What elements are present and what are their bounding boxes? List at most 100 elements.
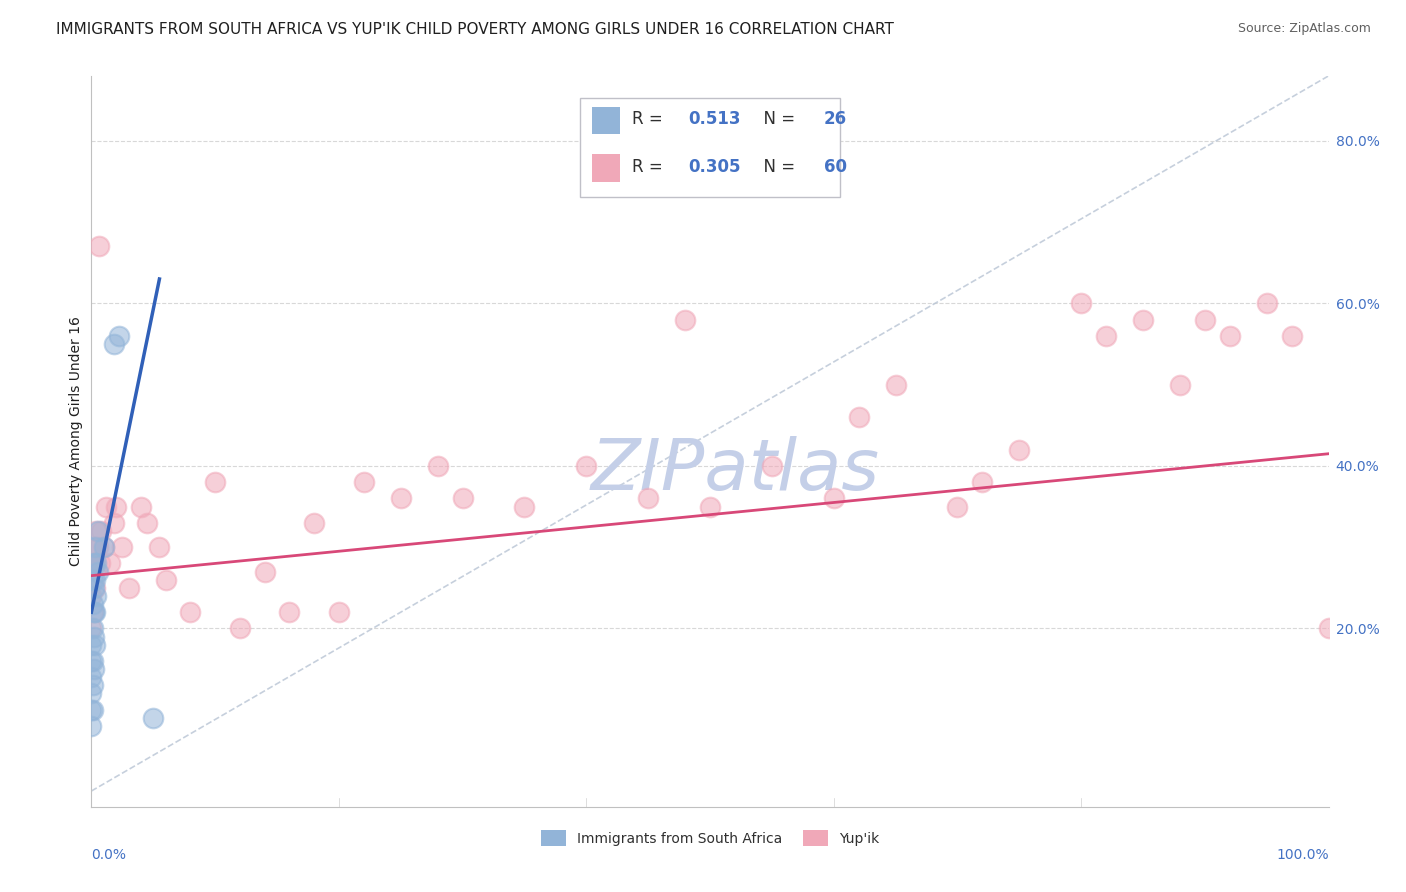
Point xyxy=(84,638,107,652)
Text: 0.0%: 0.0% xyxy=(91,848,127,862)
Point xyxy=(80,719,103,733)
Y-axis label: Child Poverty Among Girls Under 16: Child Poverty Among Girls Under 16 xyxy=(69,317,83,566)
FancyBboxPatch shape xyxy=(592,154,620,182)
Point xyxy=(328,605,350,619)
Point xyxy=(761,458,783,473)
Point xyxy=(426,458,449,473)
Text: 0.305: 0.305 xyxy=(688,158,740,176)
Point xyxy=(80,638,103,652)
FancyBboxPatch shape xyxy=(592,106,620,135)
Point xyxy=(82,622,104,636)
Point xyxy=(103,337,125,351)
Point xyxy=(103,516,125,530)
Point xyxy=(142,711,165,725)
Point xyxy=(86,524,108,538)
Point xyxy=(389,491,412,506)
Point xyxy=(82,678,104,692)
Point xyxy=(80,557,103,571)
Point xyxy=(84,540,107,554)
Point xyxy=(179,605,201,619)
Text: 26: 26 xyxy=(824,110,846,128)
Point xyxy=(513,500,536,514)
Point xyxy=(699,500,721,514)
Point xyxy=(129,500,152,514)
Point xyxy=(884,377,907,392)
Text: N =: N = xyxy=(754,110,800,128)
Point xyxy=(80,686,103,700)
Point xyxy=(86,589,108,603)
Text: R =: R = xyxy=(633,158,668,176)
Point xyxy=(148,540,170,554)
Point xyxy=(1317,622,1340,636)
Point xyxy=(673,312,696,326)
Point xyxy=(1168,377,1191,392)
Point xyxy=(83,630,105,644)
Point xyxy=(105,500,128,514)
Point xyxy=(972,475,994,490)
Point xyxy=(90,524,112,538)
Text: N =: N = xyxy=(754,158,800,176)
Point xyxy=(80,670,103,684)
Legend: Immigrants from South Africa, Yup'ik: Immigrants from South Africa, Yup'ik xyxy=(536,824,884,852)
Point xyxy=(82,540,104,554)
Point xyxy=(204,475,226,490)
Point xyxy=(86,557,108,571)
Point xyxy=(229,622,252,636)
Point xyxy=(82,573,104,587)
Point xyxy=(82,654,104,668)
Point xyxy=(637,491,659,506)
Point xyxy=(83,581,105,595)
Point xyxy=(155,573,177,587)
Point xyxy=(1256,296,1278,310)
Point xyxy=(82,597,104,611)
Point xyxy=(1281,329,1303,343)
Point xyxy=(278,605,301,619)
Text: 0.513: 0.513 xyxy=(688,110,740,128)
Point xyxy=(353,475,375,490)
Point xyxy=(136,516,159,530)
Point xyxy=(82,605,104,619)
Point xyxy=(575,458,598,473)
Point xyxy=(84,573,107,587)
Point xyxy=(1132,312,1154,326)
Text: Source: ZipAtlas.com: Source: ZipAtlas.com xyxy=(1237,22,1371,36)
Text: ZIPatlas: ZIPatlas xyxy=(591,436,879,505)
Point xyxy=(84,581,107,595)
Point xyxy=(1095,329,1118,343)
Point xyxy=(83,557,105,571)
Point xyxy=(1070,296,1092,310)
Point xyxy=(83,662,105,676)
Point xyxy=(80,589,103,603)
Point xyxy=(111,540,134,554)
Point xyxy=(451,491,474,506)
Text: R =: R = xyxy=(633,110,668,128)
Point xyxy=(83,557,105,571)
Point xyxy=(93,540,115,554)
FancyBboxPatch shape xyxy=(581,98,839,196)
Point xyxy=(80,622,103,636)
Point xyxy=(87,239,110,253)
Point xyxy=(1219,329,1241,343)
Point xyxy=(86,524,108,538)
Point xyxy=(89,557,111,571)
Point xyxy=(823,491,845,506)
Text: 60: 60 xyxy=(824,158,846,176)
Point xyxy=(946,500,969,514)
Point xyxy=(848,410,870,425)
Text: IMMIGRANTS FROM SOUTH AFRICA VS YUP'IK CHILD POVERTY AMONG GIRLS UNDER 16 CORREL: IMMIGRANTS FROM SOUTH AFRICA VS YUP'IK C… xyxy=(56,22,894,37)
Point xyxy=(302,516,325,530)
Point xyxy=(1194,312,1216,326)
Point xyxy=(117,581,139,595)
Point xyxy=(1008,442,1031,457)
Point xyxy=(86,565,108,579)
Point xyxy=(80,654,103,668)
Point xyxy=(98,557,121,571)
Point xyxy=(96,500,118,514)
Point xyxy=(93,540,115,554)
Point xyxy=(80,703,103,717)
Point xyxy=(84,605,107,619)
Point xyxy=(83,605,105,619)
Point xyxy=(253,565,276,579)
Point xyxy=(82,703,104,717)
Point xyxy=(86,540,108,554)
